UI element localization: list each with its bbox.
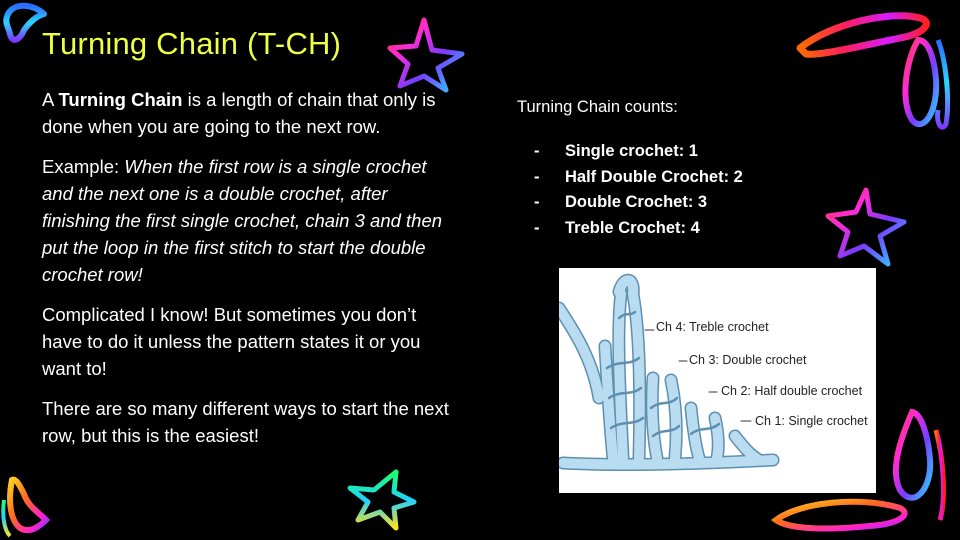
note-paragraph: Complicated I know! But sometimes you do… [42,304,421,379]
closing-paragraph: There are so many different ways to star… [42,398,449,446]
diagram-label: Ch 4: Treble crochet [656,320,769,334]
list-item: - Half Double Crochet: 2 [534,167,743,186]
rainbow-star-icon [387,17,465,93]
term-highlight: Turning Chain [58,89,183,110]
body-text: A Turning Chain is a length of chain tha… [42,86,452,462]
rainbow-loop-icon [796,12,951,130]
diagram-label: Ch 1: Single crochet [755,414,868,428]
counts-heading: Turning Chain counts: [517,98,678,116]
turning-chain-diagram: Ch 4: Treble crochet Ch 3: Double croche… [559,268,876,493]
example-paragraph: Example: When the first row is a single … [42,156,443,285]
intro-paragraph: A Turning Chain is a length of chain tha… [42,89,436,137]
slide-title: Turning Chain (T-CH) [42,26,342,61]
rainbow-squiggle-icon [1,476,51,538]
list-item: - Single crochet: 1 [534,142,698,160]
rainbow-star-icon [347,469,417,531]
diagram-label: Ch 2: Half double crochet [721,384,863,398]
rainbow-squiggle-icon [3,2,47,43]
counts-list: - Single crochet: 1 - Half Double Crochet:… [534,139,743,241]
list-item: - Treble Crochet: 4 [534,218,700,237]
diagram-label: Ch 3: Double crochet [689,353,807,367]
crochet-stitch-illustration [559,273,780,471]
rainbow-star-icon [825,187,907,267]
list-item: - Double Crochet: 3 [534,193,708,211]
example-text: When the first row is a single crochet a… [42,156,443,285]
